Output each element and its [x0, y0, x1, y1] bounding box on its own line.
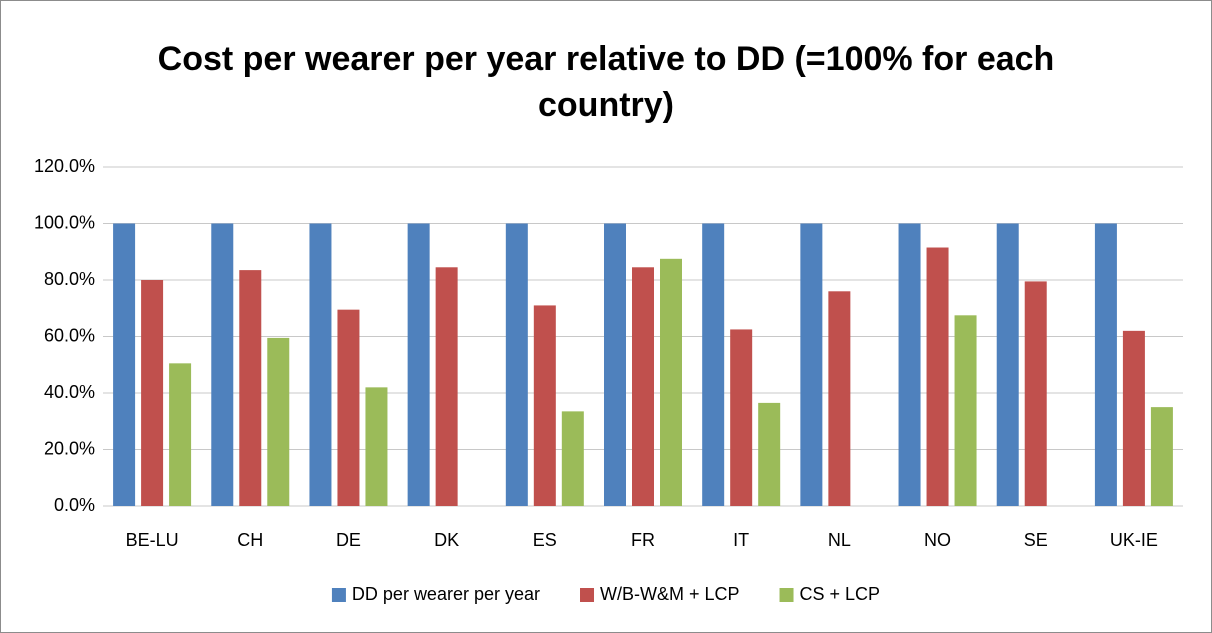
chart-title: Cost per wearer per year relative to DD …: [157, 40, 1055, 124]
bar: [1094, 223, 1117, 506]
x-tick-label: NO: [924, 530, 951, 550]
bar: [365, 387, 388, 506]
bar: [758, 402, 781, 506]
bar: [828, 291, 851, 506]
legend-label: W/B-W&M + LCP: [600, 584, 740, 604]
bar: [702, 223, 725, 506]
bar: [267, 337, 290, 506]
bar: [533, 305, 556, 506]
bar: [1122, 330, 1145, 506]
y-tick-label: 40.0%: [44, 382, 95, 402]
bar: [169, 363, 192, 506]
bar: [309, 223, 332, 506]
y-tick-label: 100.0%: [34, 212, 95, 232]
x-tick-label: BE-LU: [126, 530, 179, 550]
bar: [604, 223, 626, 506]
bar: [407, 223, 430, 506]
y-tick-label: 120.0%: [34, 156, 95, 176]
bar: [660, 258, 682, 506]
x-tick-label: DE: [336, 530, 361, 550]
bar: [996, 223, 1019, 506]
bar: [1024, 281, 1047, 506]
x-tick-label: CH: [237, 530, 263, 550]
y-tick-label: 80.0%: [44, 269, 95, 289]
bar: [926, 247, 949, 506]
bar: [435, 267, 458, 506]
x-tick-label: SE: [1024, 530, 1048, 550]
x-tick-label: UK-IE: [1110, 530, 1158, 550]
bar: [730, 329, 753, 506]
y-tick-label: 60.0%: [44, 325, 95, 345]
bar: [632, 267, 654, 506]
bar: [113, 223, 136, 506]
x-tick-label: IT: [733, 530, 749, 550]
x-tick-label: ES: [533, 530, 557, 550]
legend-label: CS + LCP: [800, 584, 881, 604]
bar: [561, 411, 584, 506]
y-tick-label: 20.0%: [44, 438, 95, 458]
legend-swatch: [580, 588, 595, 602]
legend-label: DD per wearer per year: [352, 584, 540, 604]
bar: [954, 315, 977, 506]
legend-swatch: [331, 588, 346, 602]
bar: [337, 309, 360, 506]
x-tick-label: DK: [434, 530, 459, 550]
bar: [141, 280, 164, 506]
legend-swatch: [779, 588, 794, 602]
x-tick-label: NL: [828, 530, 851, 550]
bar: [505, 223, 528, 506]
bar: [898, 223, 921, 506]
bar: [800, 223, 823, 506]
bar: [1150, 407, 1173, 506]
y-tick-label: 0.0%: [54, 495, 95, 515]
x-tick-label: FR: [631, 530, 655, 550]
bar: [239, 270, 262, 506]
bar: [211, 223, 234, 506]
